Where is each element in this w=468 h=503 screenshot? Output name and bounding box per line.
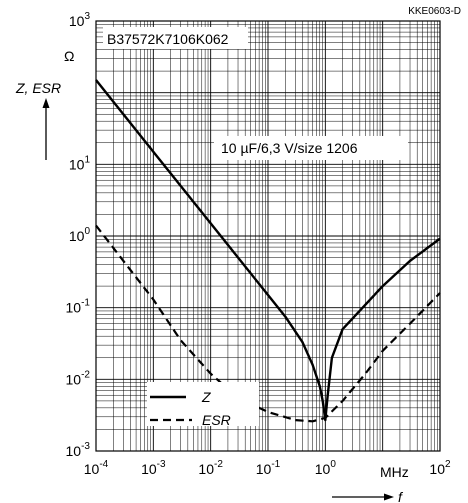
legend-label-esr: ESR: [202, 412, 231, 428]
x-tick-label: 10-4: [84, 459, 109, 477]
x-tick-label: 10-3: [141, 459, 166, 477]
x-tick-label: 10-2: [198, 459, 223, 477]
legend-label-z: Z: [201, 389, 211, 405]
y-axis-arrowhead: [42, 98, 50, 108]
x-axis-arrowhead: [384, 493, 394, 501]
x-tick-label: 10-1: [256, 459, 281, 477]
x-tick-label: 100: [315, 459, 337, 477]
y-unit: Ω: [64, 48, 74, 64]
annotation-box: [214, 136, 408, 160]
series-line-z: [95, 79, 441, 422]
annotation: 10 µF/6,3 V/size 1206: [221, 140, 358, 156]
x-axis-label: f: [398, 489, 404, 503]
drawing-code: KKE0603-D: [408, 6, 461, 17]
y-axis-label: Z, ESR: [15, 80, 61, 96]
y-tick-label: 100: [69, 226, 91, 244]
x-tick-label: 102: [429, 459, 451, 477]
y-tick-label: 103: [69, 11, 91, 29]
series-line-esr: [95, 224, 441, 423]
part-number: B37572K7106K062: [107, 31, 229, 47]
part-number-box: [103, 27, 248, 49]
legend: Z ESR: [147, 382, 259, 428]
x-unit: MHz: [380, 464, 409, 480]
y-tick-label: 101: [69, 154, 91, 172]
y-tick-label: 10-3: [66, 441, 91, 459]
y-tick-labels: 103 101 100 10-1 10-2 10-3: [66, 11, 91, 459]
y-tick-label: 10-2: [66, 369, 91, 387]
y-tick-label: 10-1: [66, 298, 91, 316]
legend-box: [147, 382, 259, 426]
plot-frame: [95, 20, 441, 452]
series-layer: [95, 79, 441, 423]
x-tick-labels: 10-4 10-3 10-2 10-1 100 102: [84, 459, 451, 477]
